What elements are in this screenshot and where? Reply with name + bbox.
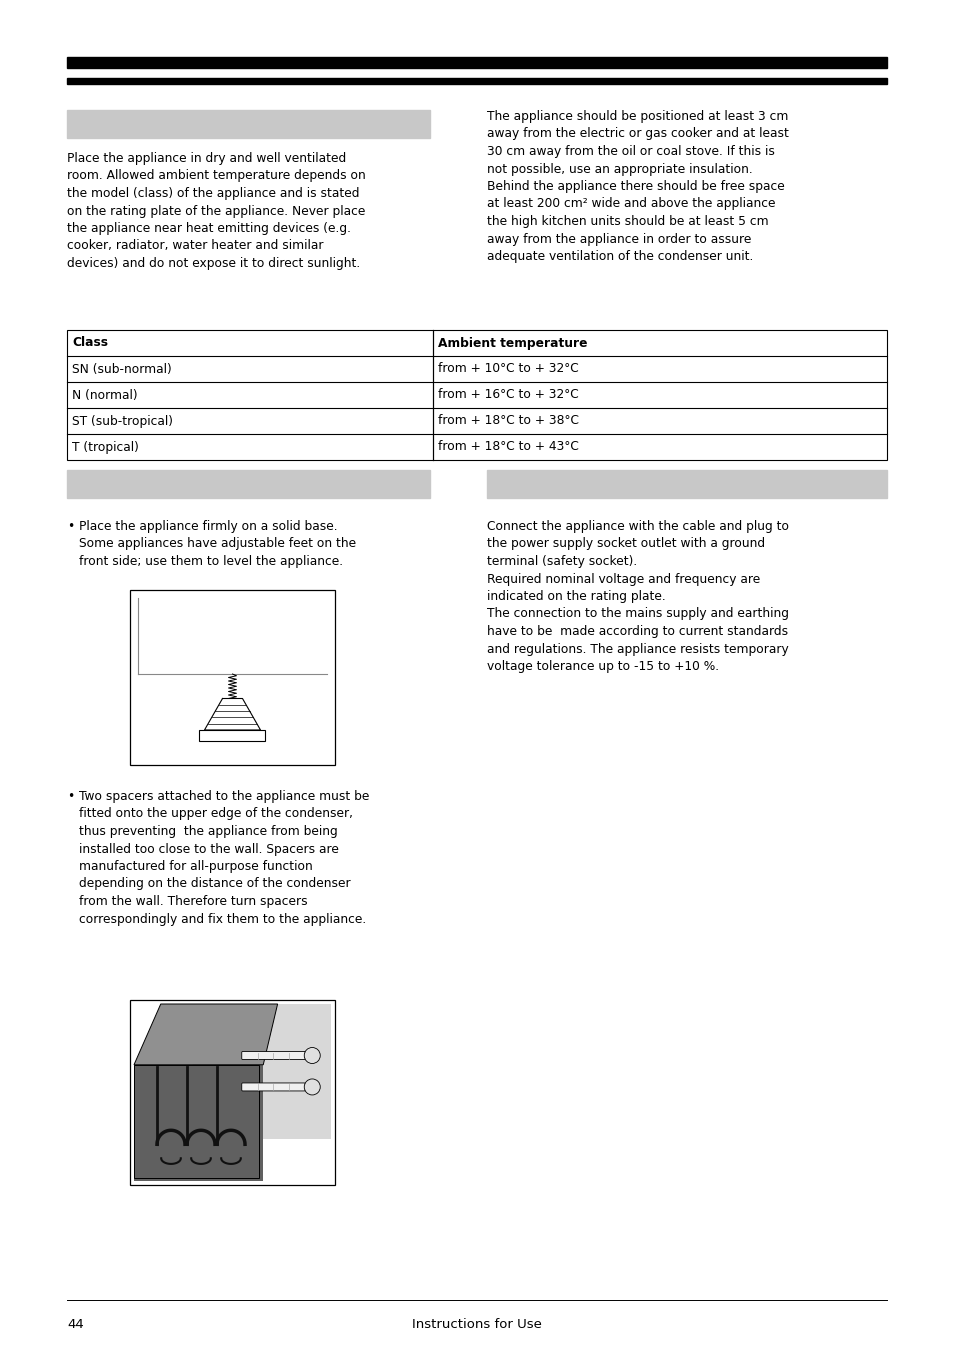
Text: ST (sub-tropical): ST (sub-tropical) (71, 415, 172, 427)
Text: Two spacers attached to the appliance must be
fitted onto the upper edge of the : Two spacers attached to the appliance mu… (79, 790, 369, 925)
Text: from + 16°C to + 32°C: from + 16°C to + 32°C (437, 389, 578, 401)
Text: from + 10°C to + 32°C: from + 10°C to + 32°C (437, 362, 578, 376)
Bar (486, 470, 886, 499)
Text: 44: 44 (67, 1319, 84, 1331)
Text: SN (sub-normal): SN (sub-normal) (71, 362, 172, 376)
Text: Class: Class (71, 336, 108, 350)
Text: N (normal): N (normal) (71, 389, 137, 401)
Text: Instructions for Use: Instructions for Use (412, 1319, 541, 1331)
Circle shape (304, 1079, 320, 1094)
Bar (67, 78, 886, 84)
Text: T (tropical): T (tropical) (71, 440, 139, 454)
FancyBboxPatch shape (241, 1051, 305, 1059)
Bar (130, 590, 335, 765)
Polygon shape (133, 1004, 277, 1065)
Text: Ambient temperature: Ambient temperature (437, 336, 587, 350)
Text: •: • (67, 790, 74, 802)
Bar (67, 109, 430, 138)
Text: Place the appliance in dry and well ventilated
room. Allowed ambient temperature: Place the appliance in dry and well vent… (67, 153, 365, 270)
Bar (67, 57, 886, 68)
FancyBboxPatch shape (241, 1084, 305, 1092)
Text: Place the appliance firmly on a solid base.
Some appliances have adjustable feet: Place the appliance firmly on a solid ba… (79, 520, 355, 567)
Text: •: • (67, 520, 74, 534)
Bar (67, 330, 886, 459)
Polygon shape (161, 1004, 331, 1139)
Bar (199, 730, 265, 740)
Circle shape (304, 1047, 320, 1063)
Polygon shape (133, 1065, 263, 1181)
Bar (133, 1065, 259, 1178)
Bar (67, 470, 430, 499)
Text: The appliance should be positioned at least 3 cm
away from the electric or gas c: The appliance should be positioned at le… (486, 109, 788, 263)
Text: from + 18°C to + 38°C: from + 18°C to + 38°C (437, 415, 578, 427)
Bar (130, 1000, 335, 1185)
Text: from + 18°C to + 43°C: from + 18°C to + 43°C (437, 440, 578, 454)
Text: Connect the appliance with the cable and plug to
the power supply socket outlet : Connect the appliance with the cable and… (486, 520, 788, 673)
